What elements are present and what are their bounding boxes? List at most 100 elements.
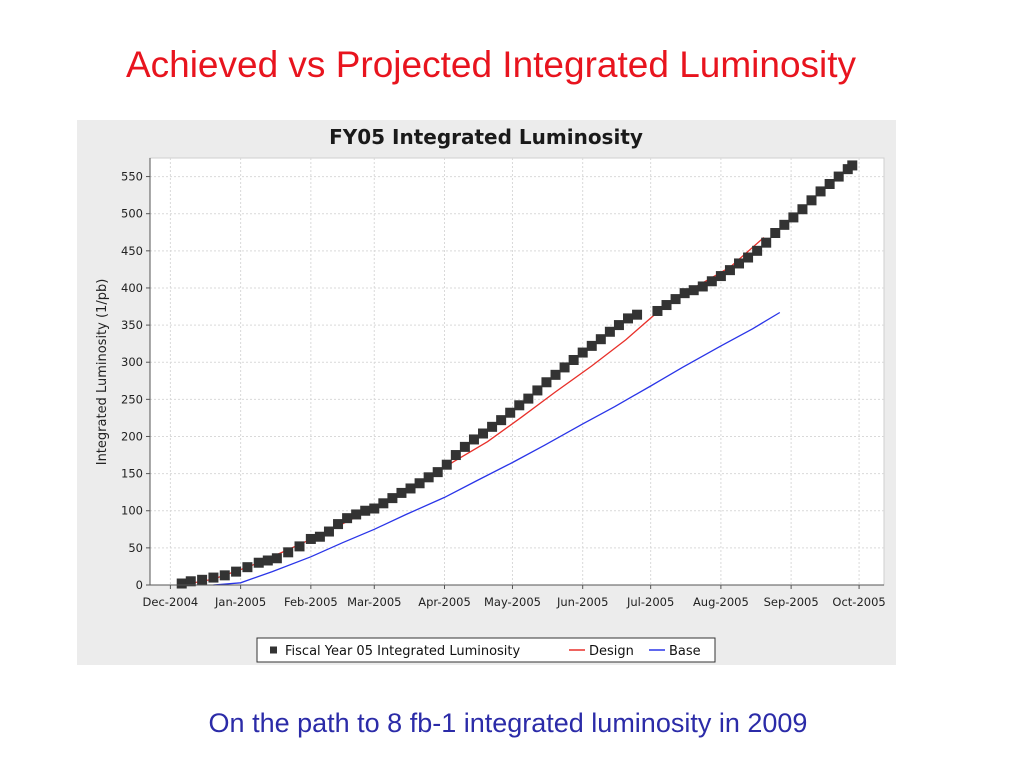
y-tick-label: 450 <box>121 244 143 258</box>
series-layer <box>176 160 858 589</box>
data-point <box>208 572 219 583</box>
data-point <box>414 478 425 489</box>
plot-area <box>149 157 885 586</box>
data-point <box>185 576 196 587</box>
data-point <box>797 204 808 215</box>
data-point <box>378 498 389 509</box>
data-point <box>305 533 316 544</box>
data-point <box>432 467 443 478</box>
data-point <box>715 271 726 282</box>
data-point <box>833 171 844 182</box>
data-point <box>333 519 344 530</box>
data-point <box>752 245 763 256</box>
data-point <box>806 195 817 206</box>
x-tick-label: Jan-2005 <box>214 595 266 609</box>
y-axis-label: Integrated Luminosity (1/pb) <box>95 279 110 466</box>
series-line-base <box>213 311 781 586</box>
x-tick-label: Mar-2005 <box>347 595 401 609</box>
data-point <box>283 547 294 558</box>
y-tick-label: 250 <box>121 392 143 406</box>
data-point <box>761 237 772 248</box>
data-point <box>423 472 434 483</box>
data-point <box>613 320 624 331</box>
grid-lines <box>150 158 884 586</box>
data-point <box>505 407 516 418</box>
data-point <box>595 334 606 345</box>
data-point <box>441 459 452 470</box>
chart-panel: FY05 Integrated Luminosity 0 50 100 150 200 2… <box>77 120 896 665</box>
data-point <box>523 393 534 404</box>
y-tick-label: 150 <box>121 467 143 481</box>
data-point <box>323 526 334 537</box>
axes: 0 50 100 150 200 250 300 350 400 450 500 550 Dec-200… <box>121 158 886 609</box>
data-point <box>532 385 543 396</box>
y-tick-label: 300 <box>121 355 143 369</box>
slide-subtitle: On the path to 8 fb-1 integrated luminos… <box>208 708 808 738</box>
data-point <box>623 313 634 324</box>
data-point <box>586 340 597 351</box>
x-tick-label: Apr-2005 <box>418 595 471 609</box>
data-point <box>360 505 371 516</box>
y-tick-label: 0 <box>136 578 143 592</box>
data-point <box>262 555 273 566</box>
data-point <box>770 228 781 239</box>
y-tick-label: 100 <box>121 504 143 518</box>
chart-title: FY05 Integrated Luminosity <box>329 125 643 149</box>
data-point <box>396 487 407 498</box>
legend-entry: Design <box>569 644 634 659</box>
data-point <box>670 294 681 305</box>
data-point <box>779 219 790 230</box>
data-point <box>450 450 461 461</box>
data-point <box>815 186 826 197</box>
data-point <box>369 503 380 514</box>
data-point <box>734 258 745 269</box>
series-markers-fiscal-year-05-integrated-luminosity <box>176 160 858 589</box>
x-tick-label: Feb-2005 <box>284 595 338 609</box>
data-point <box>743 252 754 263</box>
x-tick-label: Sep-2005 <box>764 595 819 609</box>
legend-entry: Base <box>649 644 701 659</box>
data-point <box>405 483 416 494</box>
data-point <box>559 362 570 373</box>
data-point <box>706 276 717 287</box>
data-point <box>478 428 489 439</box>
legend-label: Fiscal Year 05 Integrated Luminosity <box>285 644 521 659</box>
x-tick-label: Jun-2005 <box>556 595 608 609</box>
data-point <box>351 509 362 520</box>
luminosity-chart: FY05 Integrated Luminosity 0 50 100 150 200 2… <box>95 125 886 663</box>
data-point <box>219 570 230 581</box>
y-tick-label: 400 <box>121 281 143 295</box>
data-point <box>487 421 498 432</box>
legend: Fiscal Year 05 Integrated Luminosity Desi… <box>256 637 716 663</box>
data-point <box>314 531 325 542</box>
y-tick-label: 350 <box>121 318 143 332</box>
data-point <box>550 369 561 380</box>
data-point <box>661 300 672 311</box>
data-point <box>577 347 588 358</box>
x-tick-label: Aug-2005 <box>693 595 749 609</box>
data-point <box>197 574 208 585</box>
data-point <box>271 553 282 564</box>
x-tick-label: Jul-2005 <box>626 595 674 609</box>
legend-swatch <box>270 646 277 654</box>
data-point <box>847 160 858 171</box>
y-tick-label: 200 <box>121 429 143 443</box>
data-point <box>496 415 507 426</box>
data-point <box>387 493 398 504</box>
data-point <box>632 309 643 320</box>
data-point <box>679 288 690 299</box>
data-point <box>824 178 835 189</box>
slide-title: Achieved vs Projected Integrated Luminos… <box>125 44 857 85</box>
data-point <box>459 441 470 452</box>
data-point <box>342 513 353 524</box>
x-tick-label: Oct-2005 <box>832 595 885 609</box>
data-point <box>788 212 799 223</box>
data-point <box>652 305 663 316</box>
y-tick-label: 500 <box>121 207 143 221</box>
data-point <box>231 566 242 577</box>
data-point <box>688 285 699 296</box>
y-tick-label: 50 <box>128 541 143 555</box>
data-point <box>242 562 253 573</box>
data-point <box>697 281 708 292</box>
x-tick-label: Dec-2004 <box>143 595 199 609</box>
